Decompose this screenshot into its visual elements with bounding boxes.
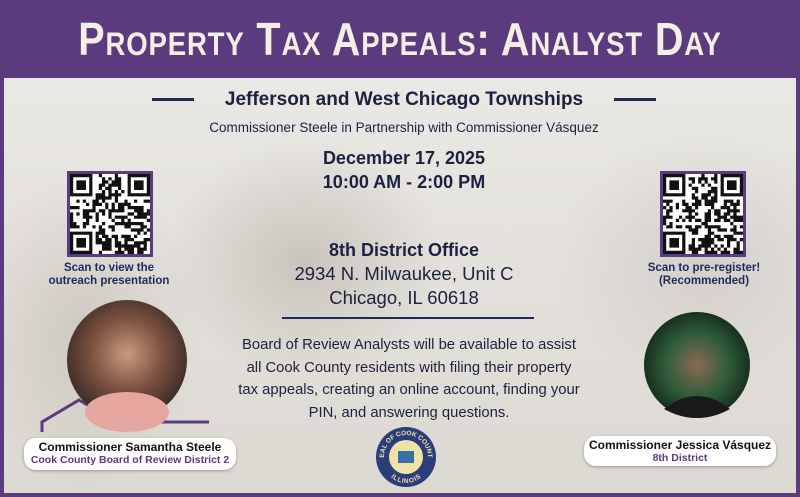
county-seal: SEAL OF COOK COUNTY ILLINOIS — [374, 425, 436, 487]
photo-detail — [664, 396, 730, 418]
caption-line: Scan to pre-register! — [647, 262, 761, 274]
seal-emblem — [398, 451, 414, 463]
caption-line: outreach presentation — [48, 275, 170, 287]
description-line: tax appeals, creating an online account,… — [238, 382, 580, 398]
qr-code[interactable] — [67, 171, 153, 257]
address-line: 2934 N. Milwaukee, Unit C — [294, 263, 514, 284]
description-line: all Cook County residents with filing th… — [246, 359, 572, 376]
photo-detail — [85, 392, 169, 432]
title: Property Tax Appeals: Analyst Day — [78, 13, 722, 65]
address-line: Chicago, IL 60618 — [329, 287, 479, 308]
location-name: 8th District Office — [328, 240, 480, 260]
portrait-art — [644, 312, 750, 418]
partnership: Commissioner Steele in Partnership with … — [209, 120, 599, 135]
divider — [614, 98, 656, 101]
name-box: Commissioner Samantha Steele Cook County… — [24, 438, 236, 470]
commissioner-photo — [644, 312, 750, 418]
description-line: Board of Review Analysts will be availab… — [242, 337, 576, 353]
event-time: 10:00 AM - 2:00 PM — [322, 172, 486, 192]
caption-line: Scan to view the — [63, 262, 155, 274]
portrait-art — [40, 300, 209, 432]
commissioner-photo — [67, 300, 187, 420]
qr-caption: Scan to pre-register! (Recommended) — [624, 262, 784, 288]
commissioner-name: Commissioner Samantha Steele — [38, 440, 222, 454]
name-box: Commissioner Jessica Vásquez 8th Distric… — [584, 436, 776, 466]
divider — [282, 317, 534, 319]
commissioner-title: 8th District — [652, 452, 708, 464]
description: Board of Review Analysts will be availab… — [154, 334, 664, 424]
qr-caption: Scan to view the outreach presentation — [29, 262, 189, 288]
caption-line: (Recommended) — [658, 275, 750, 287]
title-banner — [4, 0, 796, 78]
commissioner-title: Cook County Board of Review District 2 — [30, 454, 230, 466]
qr-pattern — [70, 174, 150, 254]
divider — [152, 98, 194, 101]
commissioner-name: Commissioner Jessica Vásquez — [588, 438, 772, 452]
townships: Jefferson and West Chicago Townships — [224, 89, 584, 110]
qr-code[interactable] — [660, 171, 746, 257]
qr-pattern — [663, 174, 743, 254]
event-date: December 17, 2025 — [322, 148, 486, 168]
description-line: PIN, and answering questions. — [308, 404, 510, 421]
